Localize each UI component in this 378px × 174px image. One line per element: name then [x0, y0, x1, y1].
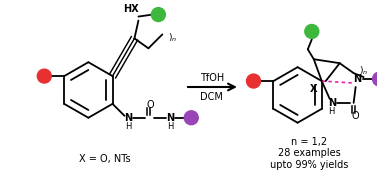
- Text: 28 examples: 28 examples: [278, 148, 341, 159]
- Text: N: N: [328, 98, 336, 108]
- Text: DCM: DCM: [200, 92, 223, 102]
- Circle shape: [184, 111, 198, 125]
- Text: H: H: [328, 107, 335, 116]
- Text: upto 99% yields: upto 99% yields: [270, 160, 349, 170]
- Text: TfOH: TfOH: [200, 73, 224, 83]
- Text: O: O: [147, 100, 154, 110]
- Text: n = 1,2: n = 1,2: [291, 137, 328, 147]
- Text: HX: HX: [122, 4, 138, 14]
- Text: N: N: [166, 113, 174, 123]
- Circle shape: [151, 8, 165, 22]
- Text: O: O: [352, 111, 359, 121]
- Circle shape: [37, 69, 51, 83]
- Circle shape: [305, 25, 319, 38]
- Text: X: X: [310, 84, 318, 94]
- Circle shape: [373, 72, 378, 86]
- Text: N: N: [124, 113, 133, 123]
- Text: $)_n$: $)_n$: [359, 65, 368, 77]
- Text: X = O, NTs: X = O, NTs: [79, 154, 131, 164]
- Text: N: N: [353, 74, 362, 84]
- Text: H: H: [125, 122, 132, 131]
- Text: H: H: [167, 122, 174, 131]
- Text: $)_n$: $)_n$: [168, 31, 178, 44]
- Circle shape: [246, 74, 260, 88]
